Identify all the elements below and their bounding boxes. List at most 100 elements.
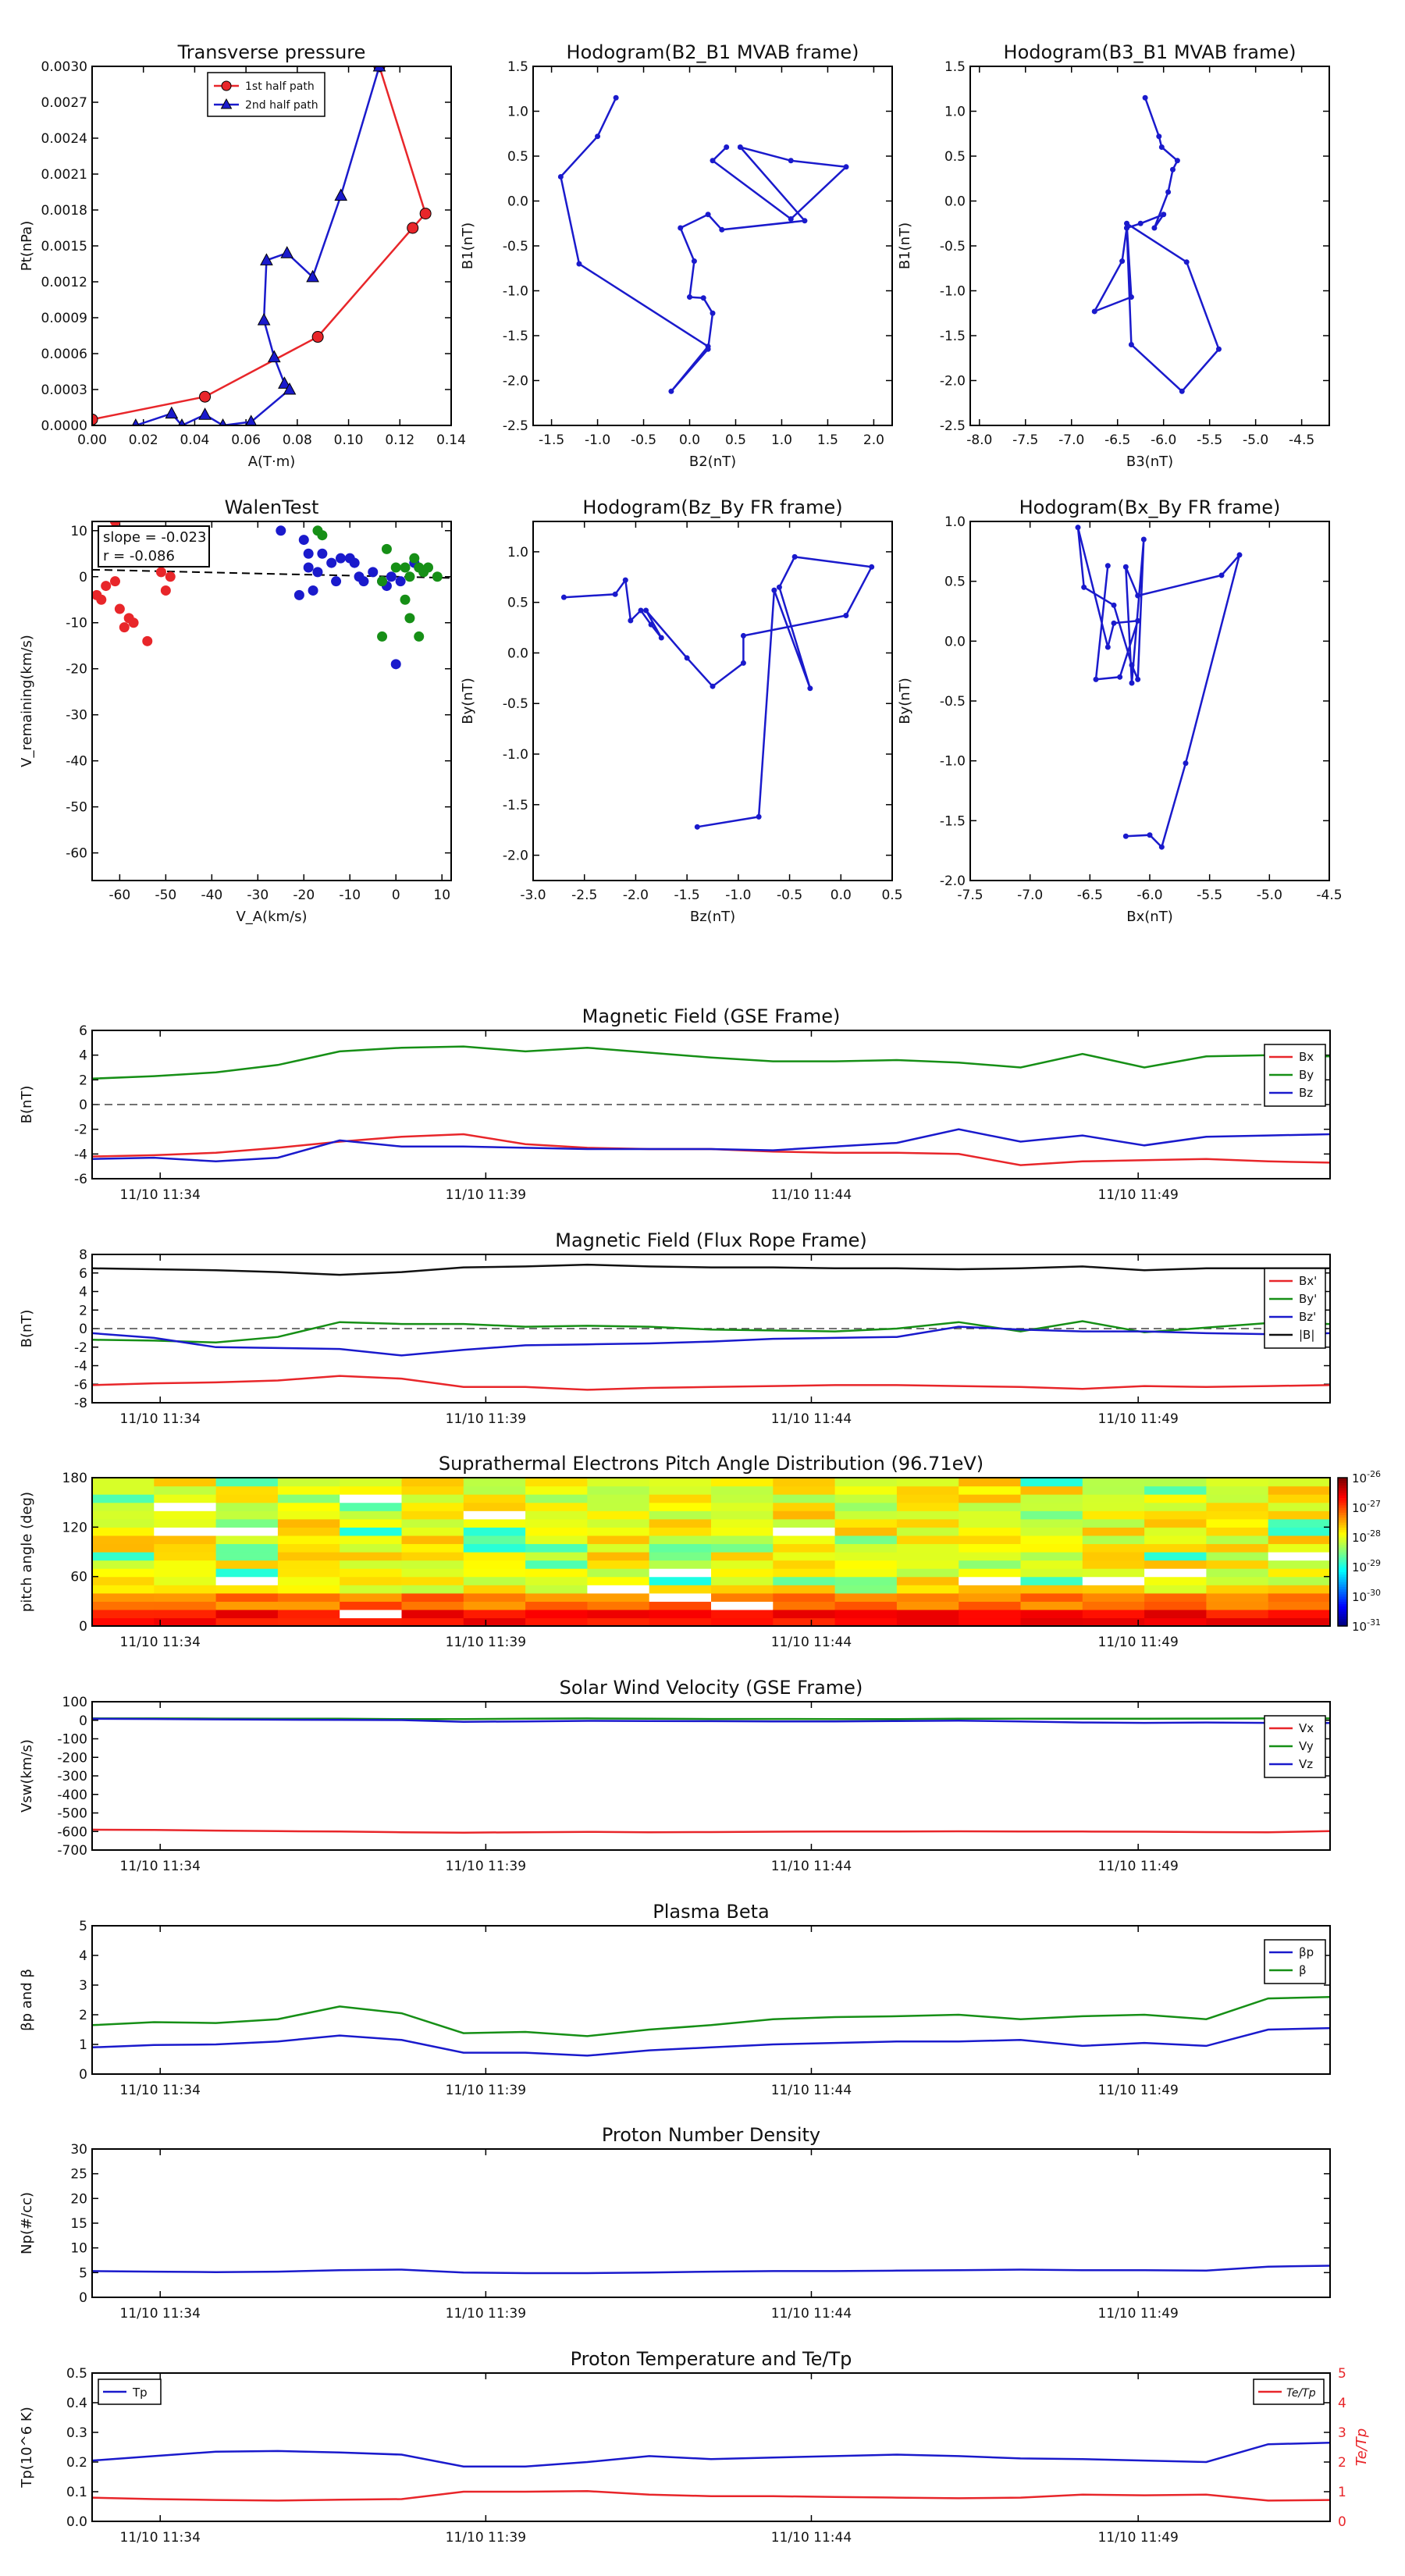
x-tick-label: -5.5 — [1197, 888, 1222, 903]
colorbar-segment — [1338, 1564, 1347, 1567]
heatmap-cell — [463, 1478, 526, 1487]
legend-label: Te/Tp — [1286, 2387, 1316, 2400]
heatmap-cell — [834, 1601, 898, 1610]
heatmap-cell — [959, 1527, 1022, 1536]
heatmap-cell — [154, 1560, 217, 1569]
heatmap-cell — [463, 1601, 526, 1610]
series-line — [560, 97, 848, 393]
y-tick-label: 0.5 — [66, 2366, 87, 2382]
data-point — [643, 607, 649, 614]
y-tick-label: 6 — [79, 1023, 87, 1039]
data-point — [788, 216, 794, 222]
data-point — [390, 562, 401, 573]
colorbar-segment — [1338, 1489, 1347, 1493]
heatmap-cell — [1020, 1560, 1083, 1569]
data-point — [198, 407, 212, 420]
data-point — [691, 258, 697, 265]
heatmap-cell — [587, 1535, 650, 1545]
heatmap-cell — [649, 1502, 712, 1511]
plot-area — [1091, 94, 1222, 394]
y-tick-label: 0 — [79, 1713, 87, 1729]
x-tick-label: -7.0 — [1017, 888, 1043, 903]
data-point — [710, 310, 716, 316]
x-tick-label: 0.04 — [180, 432, 209, 448]
data-point — [400, 562, 411, 573]
heatmap-cell — [215, 1568, 279, 1578]
heatmap-cell — [587, 1576, 650, 1585]
colorbar-segment — [1338, 1567, 1347, 1570]
x-tick-label: 1.5 — [817, 432, 838, 448]
x-tick-label: -4.5 — [1316, 888, 1342, 903]
data-point — [843, 613, 849, 619]
data-point — [1151, 225, 1158, 231]
colorbar-segment — [1338, 1616, 1347, 1620]
y-tick-label: 5 — [79, 1919, 87, 1934]
heatmap-cell — [1268, 1576, 1331, 1585]
legend — [207, 72, 325, 117]
heatmap-cell — [154, 1502, 217, 1511]
heatmap-cell — [587, 1494, 650, 1503]
y-tick-label: 30 — [70, 2142, 87, 2158]
y-tick-label: 1.0 — [944, 514, 966, 530]
chart-hodogram-bz-by: Hodogram(Bz_By FR frame) -3.0 -2.5 -2.0 -1.5… — [460, 496, 903, 925]
heatmap-cell — [463, 1485, 526, 1495]
heatmap-cell — [711, 1617, 774, 1627]
y-tick-label: 0 — [79, 2067, 87, 2083]
heatmap-cell — [525, 1510, 588, 1520]
colorbar-segment — [1338, 1586, 1347, 1590]
heatmap-cell — [1206, 1478, 1269, 1487]
data-point — [409, 553, 420, 564]
heatmap-cell — [711, 1518, 774, 1528]
chart-title: Proton Temperature and Te/Tp — [571, 2348, 852, 2370]
heatmap-cell — [896, 1576, 959, 1585]
heatmap-cell — [525, 1535, 588, 1545]
heatmap-cell — [1206, 1609, 1269, 1619]
x-tick-label: 0.5 — [725, 432, 746, 448]
heatmap-cell — [711, 1485, 774, 1495]
data-point — [1142, 94, 1148, 101]
colorbar-segment — [1338, 1601, 1347, 1605]
x-tick-label: 11/10 11:39 — [446, 2306, 526, 2322]
y-axis-label: V_remaining(km/s) — [19, 635, 35, 767]
data-point — [1135, 617, 1141, 624]
chart-pitch-angle-distribution: Suprathermal Electrons Pitch Angle Distr… — [19, 1453, 1381, 1650]
data-point — [317, 548, 328, 559]
x-axis-label: B3(nT) — [1126, 454, 1173, 470]
series-line — [92, 1128, 1330, 1163]
heatmap-cell — [1206, 1617, 1269, 1627]
y-tick-label: -1.5 — [503, 329, 528, 344]
x-tick-label: -4.5 — [1289, 432, 1314, 448]
heatmap-cell — [1144, 1592, 1207, 1602]
y-tick-label: 0.2 — [66, 2455, 87, 2471]
heatmap-cell — [1020, 1552, 1083, 1561]
heatmap-cell — [834, 1552, 898, 1561]
x-tick-label: -5.0 — [1243, 432, 1268, 448]
heatmap-cell — [587, 1478, 650, 1487]
x-tick-label: 11/10 11:39 — [446, 2083, 526, 2098]
colorbar-segment — [1338, 1525, 1347, 1528]
series-line — [92, 1717, 1330, 1724]
heatmap-cell — [463, 1585, 526, 1594]
legend-label: Vx — [1299, 1721, 1314, 1735]
heatmap-cell — [587, 1510, 650, 1520]
heatmap-cell — [896, 1601, 959, 1610]
heatmap-cell — [1020, 1543, 1083, 1553]
y-tick-label: 0.5 — [944, 149, 966, 165]
heatmap-cell — [463, 1617, 526, 1627]
plot-frame — [532, 521, 893, 881]
heatmap-cell — [896, 1585, 959, 1594]
data-point — [771, 587, 777, 593]
colorbar-tick-label: 10-28 — [1352, 1528, 1381, 1545]
y-axis-label: By(nT) — [897, 678, 913, 724]
heatmap-cell — [401, 1552, 464, 1561]
heatmap-cell — [1144, 1617, 1207, 1627]
heatmap-cell — [1268, 1585, 1331, 1594]
heatmap-cell — [959, 1552, 1022, 1561]
colorbar-segment — [1338, 1504, 1347, 1508]
heatmap-cell — [896, 1494, 959, 1503]
data-point — [283, 382, 297, 395]
heatmap-cell — [587, 1617, 650, 1627]
heatmap-cell — [959, 1502, 1022, 1511]
chart-magnetic-field-gse: Magnetic Field (GSE Frame) -6 -4 -2 0 2 4 6 11/1… — [19, 1005, 1331, 1203]
data-point — [92, 589, 102, 600]
